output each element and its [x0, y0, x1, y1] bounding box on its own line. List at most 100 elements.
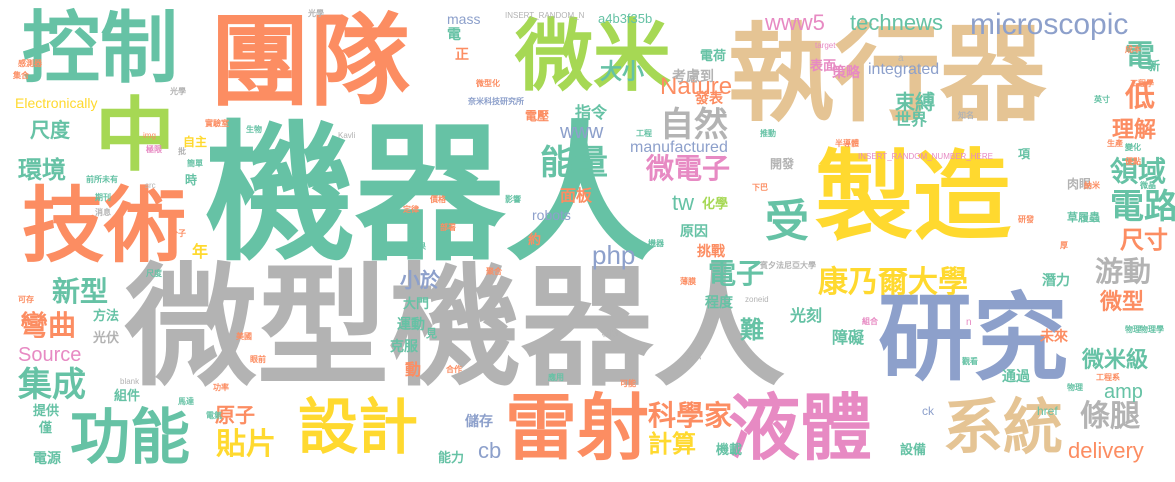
- word-機器人: 機器人: [205, 108, 656, 282]
- word-僅: 僅: [39, 421, 53, 436]
- word-功能: 功能: [70, 403, 190, 473]
- word-amp: amp: [1104, 381, 1143, 403]
- word-insert-random-n: INSERT_RANDOM_N: [505, 11, 585, 20]
- word-厚: 厚: [1060, 241, 1068, 250]
- word-integrated: integrated: [868, 61, 940, 78]
- word-光學-2: 光學: [170, 87, 186, 96]
- word-www: www: [560, 121, 604, 143]
- word-組合: 組合: [862, 317, 878, 326]
- word-價格: 價格: [430, 195, 446, 204]
- word-世界: 世界: [895, 110, 928, 129]
- word-微型化: 微型化: [476, 79, 500, 88]
- word-target: target: [815, 41, 836, 50]
- word-知名: 知名: [958, 111, 974, 120]
- word-technews: technews: [850, 10, 943, 35]
- word-微電子: 微電子: [646, 152, 731, 185]
- word-insert-random-number-here: INSERT_RANDOM_NUMBER_HERE: [858, 152, 993, 161]
- word-工程學: 工程學: [1130, 79, 1154, 88]
- word-挑戰: 挑戰: [697, 244, 725, 260]
- word-程度: 程度: [705, 295, 733, 311]
- word-生物: 生物: [246, 125, 262, 134]
- word-實驗室: 實驗室: [205, 119, 229, 128]
- word-成果: 成果: [410, 242, 426, 251]
- word-設備: 設備: [900, 443, 927, 458]
- word-大門: 大門: [403, 297, 430, 312]
- word-項: 項: [1018, 147, 1031, 161]
- word-領域: 領域: [1110, 155, 1167, 188]
- word-分子: 分子: [170, 229, 186, 238]
- word-img: img: [143, 131, 156, 140]
- word-集合: 集合: [13, 71, 29, 80]
- word-感測器: 感測器: [18, 59, 42, 68]
- word-提供: 提供: [33, 404, 60, 419]
- word-Electronically: Electronically: [15, 95, 98, 111]
- word-電荷: 電荷: [700, 49, 727, 64]
- word-微型: 微型: [1100, 290, 1145, 315]
- word-合作: 合作: [446, 365, 462, 374]
- word-可存: 可存: [18, 295, 34, 304]
- word-半導體: 半導體: [835, 139, 859, 148]
- word-通過: 通過: [1002, 369, 1030, 385]
- word-功率: 功率: [213, 383, 229, 392]
- word-光刻: 光刻: [790, 306, 823, 325]
- word-成本: 成本: [1125, 45, 1141, 54]
- word-尺度-2: 尺度: [146, 269, 162, 278]
- word-微晶: 微晶: [1140, 181, 1156, 190]
- word-計算: 計算: [648, 430, 696, 458]
- word-游動: 游動: [1095, 255, 1152, 288]
- word-delivery: delivery: [1068, 438, 1144, 463]
- word-光伏: 光伏: [93, 331, 120, 346]
- word-前所未有: 前所未有: [86, 175, 118, 184]
- word-美國: 美國: [236, 332, 252, 341]
- word-期刊: 期刊: [95, 193, 111, 202]
- word-束縛: 束縛: [895, 90, 935, 114]
- word-製造: 製造: [815, 140, 1012, 254]
- word-眼前: 眼前: [250, 355, 266, 364]
- word-blank: blank: [120, 377, 140, 386]
- word-影響: 影響: [505, 195, 521, 204]
- word-消息: 消息: [95, 208, 111, 217]
- word-原子: 原子: [215, 403, 255, 427]
- word-化學: 化學: [702, 197, 729, 212]
- word-見: 見: [426, 327, 437, 340]
- word-電路: 電路: [1110, 187, 1175, 227]
- word-極限: 極限: [146, 145, 162, 154]
- word-克服: 克服: [390, 339, 418, 355]
- word-低: 低: [1125, 79, 1155, 114]
- word-src: src: [145, 181, 156, 190]
- word-可能: 可能: [620, 379, 636, 388]
- word-考慮到: 考慮到: [672, 69, 714, 85]
- word-Source: Source: [18, 344, 82, 366]
- word-能力: 能力: [438, 451, 465, 466]
- word-推動: 推動: [760, 129, 776, 138]
- word-微米: 微米: [515, 12, 672, 102]
- word-難: 難: [740, 316, 764, 344]
- word-電子: 電子: [708, 257, 765, 290]
- word-電源: 電源: [33, 451, 61, 467]
- word-約: 約: [528, 233, 542, 248]
- word-a: a: [898, 53, 904, 64]
- word-tw: tw: [672, 190, 694, 215]
- word-n: n: [966, 317, 972, 328]
- word-mass: mass: [447, 11, 481, 27]
- word-大小: 大小: [600, 60, 645, 85]
- word-相關: 相關: [602, 329, 618, 338]
- word-未來: 未來: [1040, 329, 1068, 345]
- word-動: 動: [405, 360, 422, 379]
- word-優點: 優點: [1125, 157, 1141, 166]
- word-團隊: 團隊: [210, 3, 410, 120]
- word-物理-2: 物理: [1067, 383, 1083, 392]
- word-簡單: 簡單: [187, 159, 203, 168]
- word-表面: 表面: [810, 59, 837, 74]
- word-障礙: 障礙: [832, 328, 865, 347]
- word-www5: www5: [765, 10, 825, 35]
- word-定律: 定律: [403, 205, 419, 214]
- word-科學家: 科學家: [648, 399, 733, 432]
- word-小於: 小於: [400, 268, 440, 292]
- word-研究: 研究: [878, 284, 1069, 394]
- word-php: php: [592, 240, 636, 270]
- word-工程: 工程: [636, 129, 652, 138]
- word-方法: 方法: [93, 309, 120, 324]
- word-液體: 液體: [728, 386, 873, 470]
